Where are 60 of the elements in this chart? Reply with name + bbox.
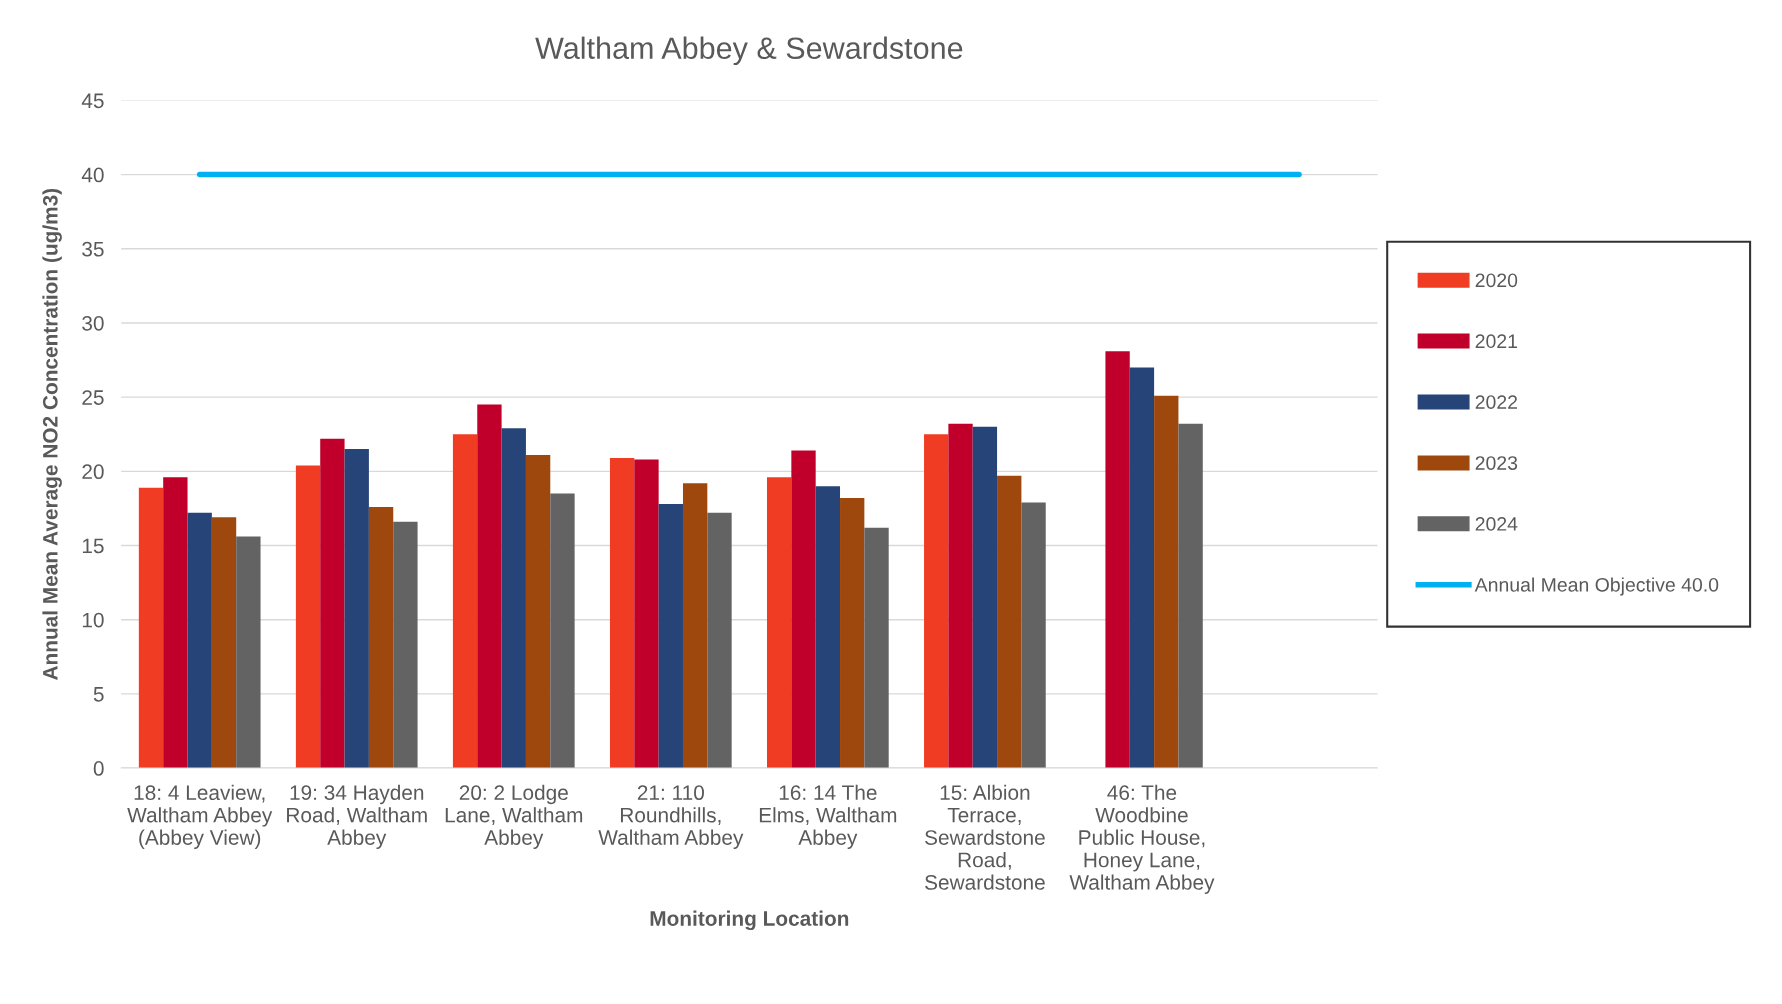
y-tick-label: 40 <box>81 167 104 183</box>
bar <box>1154 395 1179 769</box>
legend-label: 2024 <box>1475 517 1518 531</box>
bar <box>815 486 841 769</box>
bar <box>211 517 237 769</box>
bar <box>997 475 1022 769</box>
bar <box>187 512 212 769</box>
x-tick-label: 15: Albion Terrace, Sewardstone Road, Sewardstone <box>925 784 1045 890</box>
bar <box>525 455 551 769</box>
bar <box>368 506 394 769</box>
x-tick-label: 20: 2 Lodge Lane, Waltham Abbey <box>445 784 583 850</box>
bar <box>344 449 369 769</box>
y-tick-label: 0 <box>93 761 104 776</box>
legend-label: 2020 <box>1475 273 1518 288</box>
bar <box>682 483 708 769</box>
x-tick-label: 46: The Woodbine Public House, Honey Lane, Waltham Abbey <box>1069 784 1215 894</box>
bar <box>767 477 792 769</box>
bar <box>634 459 659 769</box>
y-tick-label: 25 <box>82 390 104 405</box>
bar <box>501 428 526 769</box>
bar <box>320 438 345 769</box>
y-tick-label: 10 <box>82 612 104 628</box>
bar <box>550 493 575 769</box>
chart-title: Waltham Abbey & Sewardstone <box>535 36 963 66</box>
bar <box>1021 502 1046 769</box>
bar <box>707 512 732 769</box>
legend-label: 2022 <box>1475 395 1517 409</box>
bar <box>840 498 865 769</box>
y-tick-label: 35 <box>82 241 104 257</box>
y-tick-label: 5 <box>93 687 104 702</box>
legend-label: 2021 <box>1475 334 1518 349</box>
bar <box>163 477 188 769</box>
y-tick-label: 20 <box>82 464 104 480</box>
y-axis-title: Annual Mean Average NO2 Concentration (ug/m3) <box>42 188 62 681</box>
bar <box>924 434 949 769</box>
x-tick-label: 19: 34 Hayden Road, Waltham Abbey <box>287 784 427 850</box>
bar <box>948 423 973 769</box>
bar <box>295 465 321 769</box>
x-axis-title: Monitoring Location <box>650 910 849 931</box>
y-tick-label: 15 <box>82 538 104 554</box>
bar <box>609 457 635 769</box>
x-tick-label: 21: 110 Roundhills, Waltham Abbey <box>598 785 744 850</box>
legend-label: Annual Mean Objective 40.0 <box>1474 577 1719 596</box>
bar <box>658 503 683 769</box>
bar <box>1105 351 1130 769</box>
y-tick-label: 30 <box>82 315 104 331</box>
bar <box>393 521 418 769</box>
bar <box>1178 423 1203 769</box>
x-tick-label: 18: 4 Leaview, Waltham Abbey (Abbey View) <box>127 784 273 850</box>
y-tick-label: 45 <box>81 93 104 109</box>
bar <box>1129 367 1155 769</box>
bar <box>972 426 998 769</box>
bar <box>236 536 261 769</box>
bar <box>452 434 478 769</box>
x-tick-label: 16: 14 The Elms, Waltham Abbey <box>759 784 897 850</box>
bar <box>477 404 502 769</box>
bar <box>791 450 816 769</box>
bar <box>864 527 889 769</box>
bar <box>138 487 164 769</box>
legend-label: 2023 <box>1475 456 1518 470</box>
